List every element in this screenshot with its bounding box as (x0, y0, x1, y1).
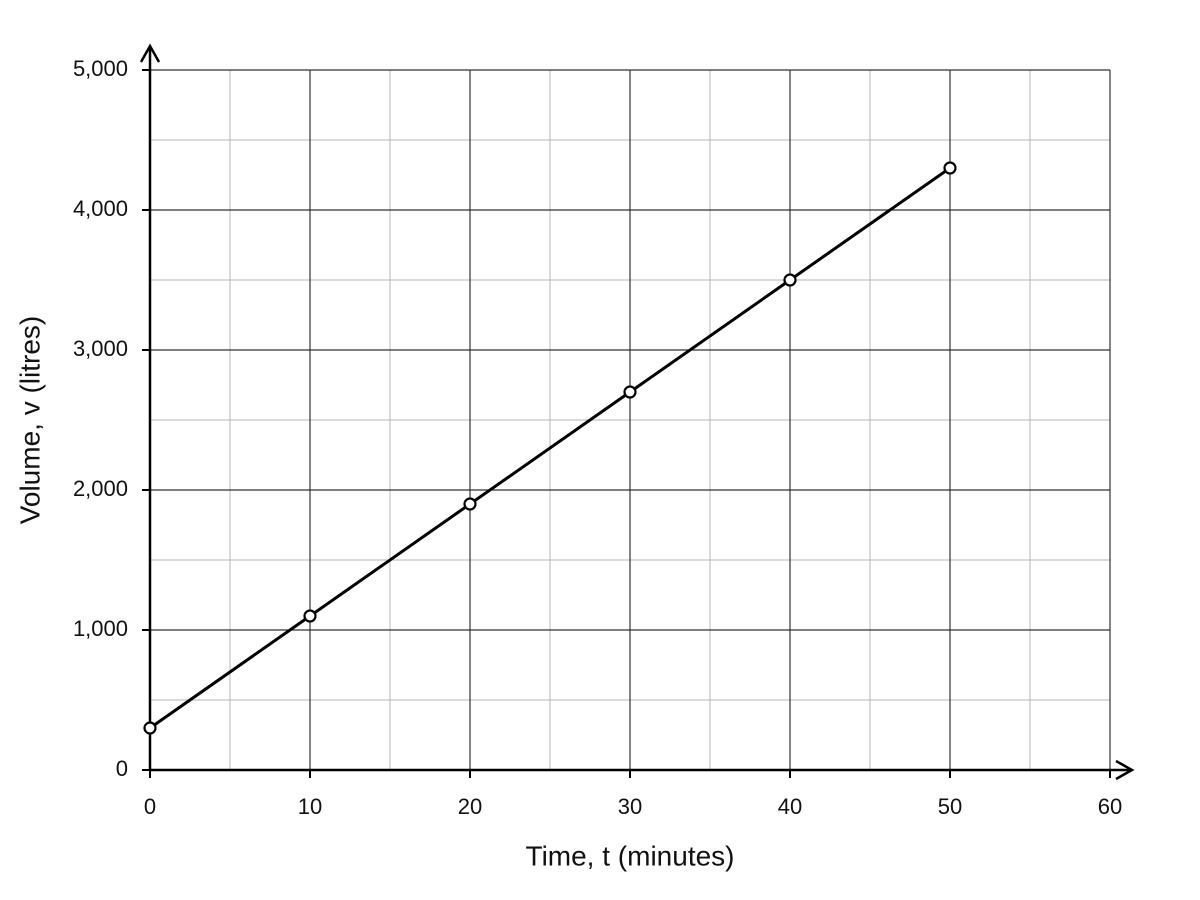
axes (139, 43, 1135, 781)
x-tick-label: 40 (778, 794, 802, 819)
y-axis-title: Volume, v (litres) (14, 316, 45, 525)
x-axis-arrow (1115, 759, 1135, 781)
y-tick-label: 4,000 (73, 196, 128, 221)
y-tick-label: 1,000 (73, 616, 128, 641)
y-tick-label: 3,000 (73, 336, 128, 361)
x-axis-title: Time, t (minutes) (526, 840, 735, 871)
y-tick-label: 0 (116, 756, 128, 781)
x-tick-label: 30 (618, 794, 642, 819)
x-tick-label: 50 (938, 794, 962, 819)
data-point (783, 273, 797, 287)
data-line (149, 166, 951, 730)
y-tick-label: 2,000 (73, 476, 128, 501)
y-axis-arrow (139, 43, 161, 63)
x-tick-label: 20 (458, 794, 482, 819)
data-point (303, 609, 317, 623)
x-tick-label: 10 (298, 794, 322, 819)
x-tick-label: 0 (144, 794, 156, 819)
data-point (623, 385, 637, 399)
grid (149, 69, 1111, 771)
data-point (463, 497, 477, 511)
x-tick-label: 60 (1098, 794, 1122, 819)
y-tick-label: 5,000 (73, 56, 128, 81)
data-point (943, 161, 957, 175)
data-point (143, 721, 157, 735)
